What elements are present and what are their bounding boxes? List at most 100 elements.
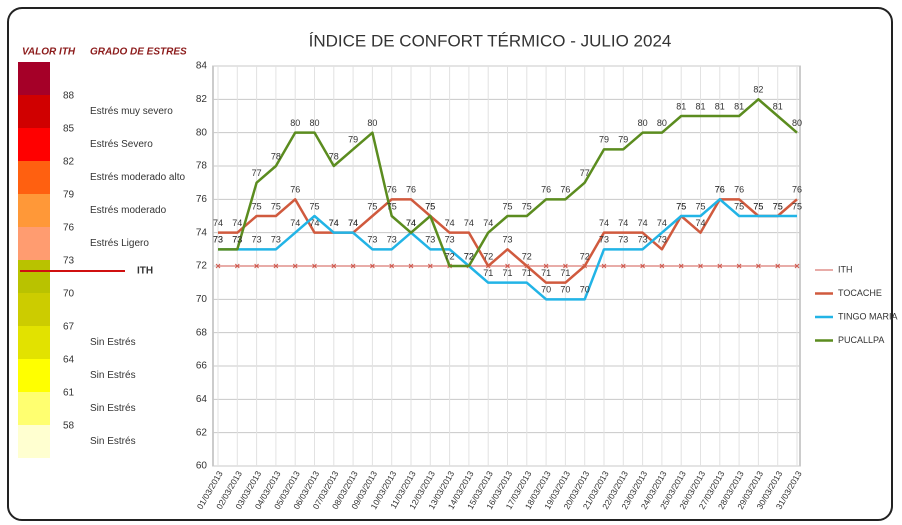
- stress-level: Sin Estrés: [90, 370, 136, 381]
- series-line: [218, 198, 798, 284]
- data-label: 78: [271, 151, 281, 161]
- y-tick-label: 72: [196, 261, 208, 272]
- y-tick-label: 70: [196, 294, 208, 305]
- data-label: 72: [445, 251, 455, 261]
- data-label: 70: [580, 285, 590, 295]
- point-marker: [273, 263, 279, 269]
- series-line: [218, 198, 797, 301]
- point-marker: [775, 263, 781, 269]
- data-label: 75: [425, 201, 435, 211]
- point-marker: [640, 263, 645, 269]
- data-label: 75: [676, 201, 686, 211]
- stress-band: [18, 392, 50, 425]
- ith-label: ITH: [137, 266, 153, 277]
- y-tick-label: 68: [196, 327, 208, 338]
- data-label: 72: [464, 251, 474, 261]
- data-label: 71: [560, 268, 570, 278]
- data-label: 75: [773, 201, 783, 211]
- data-label: 73: [252, 235, 262, 245]
- data-label: 76: [734, 185, 744, 195]
- point-marker: [350, 263, 356, 269]
- point-marker: [756, 263, 761, 269]
- data-label: 80: [792, 118, 802, 128]
- stress-level: Sin Estrés: [90, 337, 136, 348]
- data-label: 76: [387, 185, 397, 195]
- point-marker: [717, 263, 723, 269]
- data-label: 75: [734, 201, 744, 211]
- data-label: 79: [599, 135, 609, 145]
- scale-value: 82: [63, 157, 75, 168]
- point-marker: [331, 263, 337, 269]
- scale-value: 70: [63, 289, 75, 300]
- data-label: 75: [676, 201, 686, 211]
- data-label: 75: [695, 201, 705, 211]
- data-label: 72: [522, 251, 532, 261]
- series-line: [218, 98, 798, 268]
- data-label: 76: [792, 185, 802, 195]
- data-label: 73: [425, 235, 435, 245]
- point-marker: [254, 263, 259, 269]
- stress-level: Estrés moderado: [90, 205, 167, 216]
- data-label: 75: [309, 201, 319, 211]
- scale-value: 61: [63, 388, 75, 399]
- scale-value: 88: [63, 91, 75, 102]
- data-label: 78: [329, 151, 339, 161]
- data-label: 73: [599, 235, 609, 245]
- scale-value: 85: [63, 124, 75, 135]
- data-label: 75: [387, 201, 397, 211]
- data-label: 76: [715, 185, 725, 195]
- data-label: 75: [522, 201, 532, 211]
- data-label: 81: [676, 101, 686, 111]
- scale-value: 79: [63, 190, 75, 201]
- stress-band: [18, 227, 50, 260]
- y-tick-label: 64: [196, 394, 208, 405]
- data-label: 73: [213, 235, 223, 245]
- point-marker: [601, 263, 607, 269]
- data-label: 80: [367, 118, 377, 128]
- data-label: 70: [560, 285, 570, 295]
- data-label: 74: [618, 218, 628, 228]
- data-label: 74: [213, 218, 223, 228]
- data-label: 75: [753, 201, 763, 211]
- point-marker: [312, 263, 317, 269]
- data-label: 71: [483, 268, 493, 278]
- data-label: 70: [541, 285, 551, 295]
- data-label: 74: [232, 218, 242, 228]
- data-label: 74: [309, 218, 319, 228]
- stress-band: [18, 95, 50, 128]
- data-label: 80: [638, 118, 648, 128]
- data-label: 74: [695, 218, 705, 228]
- point-marker: [659, 263, 665, 269]
- data-label: 81: [734, 101, 744, 111]
- stress-band: [18, 293, 50, 326]
- data-label: 74: [329, 218, 339, 228]
- data-label: 75: [252, 201, 262, 211]
- point-marker: [620, 263, 626, 269]
- data-label: 81: [715, 101, 725, 111]
- data-label: 72: [483, 251, 493, 261]
- scale-value: 58: [63, 421, 75, 432]
- data-label: 79: [618, 135, 628, 145]
- stress-band: [18, 425, 50, 458]
- data-label: 81: [695, 101, 705, 111]
- point-marker: [215, 263, 221, 269]
- y-tick-label: 66: [196, 361, 208, 372]
- scale-value: 76: [63, 223, 75, 234]
- data-label: 76: [715, 185, 725, 195]
- data-label: 75: [753, 201, 763, 211]
- data-label: 73: [657, 235, 667, 245]
- legend-header: VALOR ITH: [22, 47, 76, 58]
- point-marker: [563, 263, 568, 269]
- data-label: 81: [773, 101, 783, 111]
- point-marker: [427, 263, 433, 269]
- point-marker: [389, 263, 395, 269]
- data-label: 76: [541, 185, 551, 195]
- data-label: 76: [290, 185, 300, 195]
- data-label: 75: [425, 201, 435, 211]
- chart-title: ÍNDICE DE CONFORT TÉRMICO - JULIO 2024: [309, 31, 672, 50]
- data-label: 72: [464, 251, 474, 261]
- data-label: 79: [348, 135, 358, 145]
- data-label: 74: [638, 218, 648, 228]
- data-label: 75: [271, 201, 281, 211]
